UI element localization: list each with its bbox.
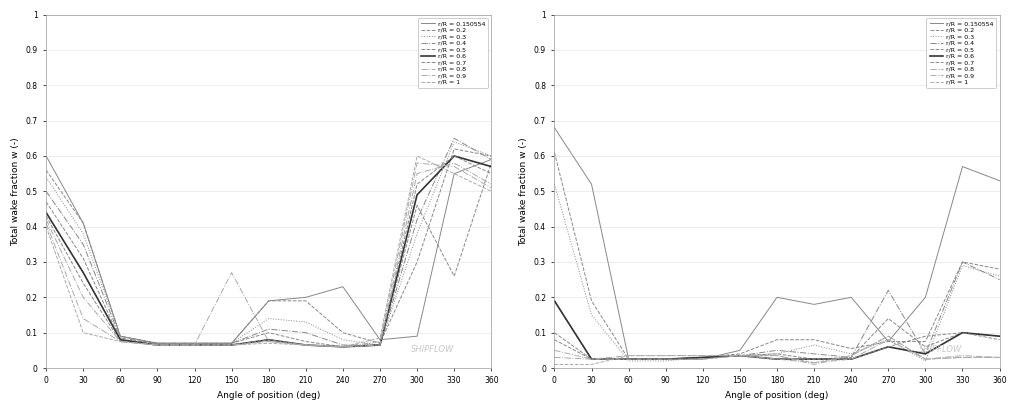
Text: SHIPFLOW: SHIPFLOW	[919, 345, 963, 354]
Legend: r/R = 0.150554, r/R = 0.2, r/R = 0.3, r/R = 0.4, r/R = 0.5, r/R = 0.6, r/R = 0.7: r/R = 0.150554, r/R = 0.2, r/R = 0.3, r/…	[418, 18, 489, 88]
Legend: r/R = 0.150554, r/R = 0.2, r/R = 0.3, r/R = 0.4, r/R = 0.5, r/R = 0.6, r/R = 0.7: r/R = 0.150554, r/R = 0.2, r/R = 0.3, r/…	[926, 18, 997, 88]
X-axis label: Angle of position (deg): Angle of position (deg)	[725, 391, 829, 400]
Y-axis label: Total wake fraction w (-): Total wake fraction w (-)	[519, 137, 528, 246]
X-axis label: Angle of position (deg): Angle of position (deg)	[217, 391, 321, 400]
Y-axis label: Total wake fraction w (-): Total wake fraction w (-)	[11, 137, 20, 246]
Text: SHIPFLOW: SHIPFLOW	[411, 345, 454, 354]
